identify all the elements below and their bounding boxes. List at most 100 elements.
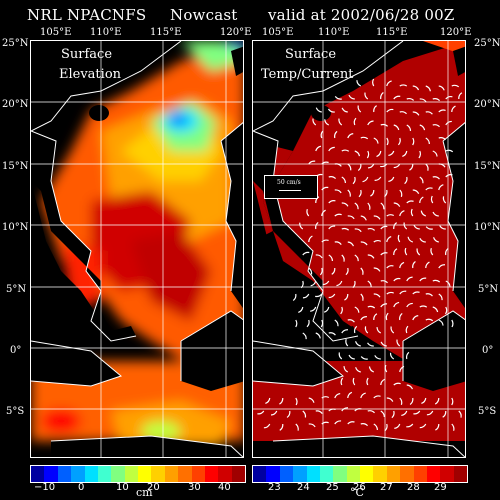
elevation-map bbox=[31, 41, 243, 457]
current-vector bbox=[310, 280, 317, 287]
current-vector bbox=[412, 315, 419, 321]
current-vector bbox=[419, 98, 427, 103]
current-vector bbox=[445, 95, 453, 100]
current-vector bbox=[354, 341, 361, 347]
current-vector bbox=[315, 221, 319, 230]
current-vector bbox=[419, 196, 424, 204]
current-vector bbox=[295, 397, 298, 406]
current-vector bbox=[360, 241, 368, 246]
current-vector bbox=[341, 176, 347, 184]
colorbar-tick: 20 bbox=[147, 482, 160, 493]
current-vector bbox=[299, 222, 304, 230]
current-vector bbox=[328, 332, 336, 336]
current-vector bbox=[393, 301, 400, 308]
colorbar-swatch bbox=[71, 466, 85, 482]
current-vector bbox=[367, 280, 372, 288]
current-vector bbox=[399, 189, 403, 197]
lat-label: 5°S bbox=[6, 406, 25, 417]
current-vector bbox=[373, 423, 379, 431]
current-vector bbox=[406, 302, 413, 308]
current-vector bbox=[444, 306, 448, 315]
lat-label: 20°N bbox=[2, 99, 29, 110]
current-vector bbox=[419, 176, 424, 184]
current-vector bbox=[432, 150, 438, 157]
current-vector bbox=[404, 247, 408, 256]
current-vector bbox=[373, 137, 379, 144]
colorbar-swatch bbox=[31, 466, 45, 482]
current-vector bbox=[425, 226, 433, 230]
current-vector bbox=[412, 111, 420, 116]
current-vector bbox=[425, 163, 429, 171]
current-vector bbox=[432, 124, 440, 128]
current-vector bbox=[372, 78, 375, 87]
current-vector bbox=[362, 176, 369, 183]
current-vector bbox=[374, 355, 381, 360]
current-vector bbox=[321, 396, 330, 399]
current-vector bbox=[315, 196, 320, 204]
current-vector bbox=[279, 397, 284, 405]
temperature-label-1: Surface bbox=[285, 47, 337, 62]
current-vector bbox=[421, 397, 427, 405]
lat-label: 0° bbox=[482, 345, 494, 356]
lon-label: 115°E bbox=[376, 27, 408, 38]
current-vector bbox=[367, 120, 374, 126]
current-vector bbox=[302, 332, 307, 340]
elevation-label-2: Elevation bbox=[59, 67, 122, 82]
current-vector bbox=[393, 95, 401, 100]
current-vector bbox=[343, 366, 349, 373]
current-vector bbox=[367, 202, 371, 210]
colorbar-swatch bbox=[279, 466, 294, 482]
colorbar-swatch bbox=[266, 466, 280, 482]
colorbar-tick: 10 bbox=[116, 482, 129, 493]
current-vector bbox=[438, 85, 445, 91]
current-vector bbox=[340, 306, 343, 315]
colorbar-tick: 26 bbox=[353, 482, 366, 493]
current-vector bbox=[416, 248, 421, 256]
colorbar-swatch bbox=[293, 466, 307, 482]
current-vector bbox=[334, 392, 341, 399]
current-vector bbox=[344, 293, 349, 301]
current-vector bbox=[399, 312, 403, 321]
current-vector bbox=[367, 227, 376, 231]
current-vector bbox=[426, 410, 434, 416]
lon-label: 110°E bbox=[318, 27, 350, 38]
current-vector bbox=[406, 276, 413, 282]
current-vector bbox=[308, 267, 313, 275]
current-vector bbox=[419, 277, 427, 282]
current-vector bbox=[413, 410, 421, 415]
current-vector bbox=[347, 163, 352, 171]
current-vector bbox=[315, 145, 322, 152]
current-vector bbox=[360, 293, 364, 301]
current-vector bbox=[393, 124, 400, 131]
current-vector bbox=[328, 254, 334, 261]
current-vector bbox=[401, 410, 408, 417]
current-vector bbox=[341, 329, 349, 334]
colorbar-tick: 23 bbox=[268, 482, 281, 493]
current-vector bbox=[347, 421, 355, 425]
colorbar-swatch bbox=[44, 466, 58, 482]
current-vector bbox=[404, 176, 408, 185]
current-vector bbox=[425, 187, 433, 191]
colorbar-swatch bbox=[453, 466, 467, 482]
vector-scale-legend: 50 cm/s bbox=[264, 175, 318, 199]
current-vector bbox=[292, 293, 297, 301]
current-vector bbox=[340, 377, 344, 386]
current-vector bbox=[430, 195, 434, 204]
current-vector bbox=[328, 225, 336, 230]
current-vector bbox=[286, 410, 291, 418]
current-vector bbox=[397, 137, 401, 146]
colorbar-swatch bbox=[124, 466, 138, 482]
current-vector bbox=[373, 293, 381, 298]
lat-label: 0° bbox=[10, 345, 22, 356]
vector-scale-arrow-icon bbox=[279, 190, 301, 191]
current-vector bbox=[438, 264, 446, 269]
current-vector bbox=[384, 423, 388, 432]
current-vector bbox=[360, 267, 364, 275]
current-vector bbox=[418, 150, 422, 159]
current-vector bbox=[348, 354, 355, 360]
current-vector bbox=[265, 397, 271, 405]
current-vector bbox=[334, 241, 342, 245]
current-vector bbox=[347, 391, 353, 399]
current-vector bbox=[302, 410, 307, 418]
